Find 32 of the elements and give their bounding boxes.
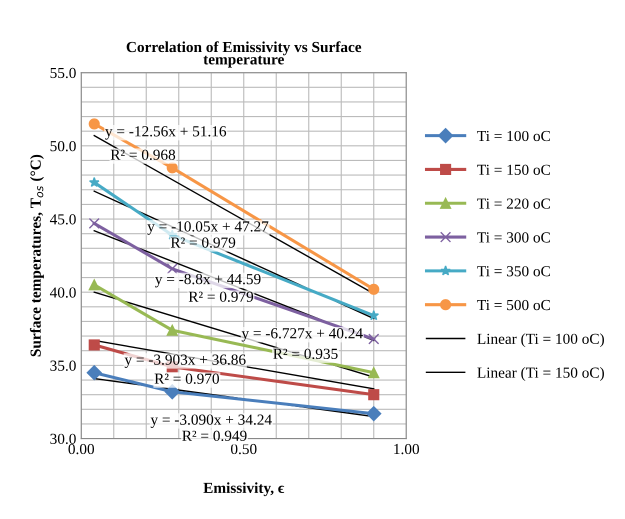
y-tick-label: 40.0 xyxy=(50,287,76,298)
annotation: y = -3.903x + 36.86 xyxy=(124,354,246,368)
x-axis-title: Emissivity, ϵ xyxy=(203,482,284,496)
annotation: R² = 0.968 xyxy=(110,150,176,160)
annotation: y = -10.05x + 47.27 xyxy=(147,221,268,235)
annotation: R² = 0.949 xyxy=(182,430,247,441)
legend-label: Ti = 100 oC xyxy=(477,130,550,142)
legend-label: Ti = 300 oC xyxy=(477,232,550,243)
legend-label: Linear (Ti = 150 oC) xyxy=(477,367,604,381)
y-tick-label: 50.0 xyxy=(50,140,76,152)
x-tick-label: 1.00 xyxy=(394,444,420,454)
x-tick-label: 0.50 xyxy=(230,444,257,454)
y-tick-label: 55.0 xyxy=(50,68,76,78)
annotation: R² = 0.970 xyxy=(154,374,219,384)
annotation: y = -6.727x + 40.24 xyxy=(242,328,363,342)
legend-label: Ti = 150 oC xyxy=(477,164,550,175)
annotation: R² = 0.979 xyxy=(170,237,236,248)
y-tick-label: 35.0 xyxy=(50,360,76,371)
y-tick-label: 45.0 xyxy=(50,214,76,225)
x-tick-label: 0.00 xyxy=(68,444,94,454)
y-tick-label: 30.0 xyxy=(50,434,76,444)
legend-label: Ti = 500 oC xyxy=(477,300,550,310)
annotation: y = -8.8x + 44.59 xyxy=(155,274,261,288)
chart-title: Correlation of Emissivity vs Surface temperature xyxy=(126,41,362,68)
legend-label: Ti = 220 oC xyxy=(477,198,550,209)
annotation: R² = 0.979 xyxy=(188,292,254,302)
annotation: y = -12.56x + 51.16 xyxy=(105,126,226,140)
legend-label: Ti = 350 oC xyxy=(477,266,550,276)
y-axis-title: Surface temperatures, T$_{os}$ (°C) xyxy=(30,154,44,356)
legend-label: Linear (Ti = 100 oC) xyxy=(477,333,604,348)
annotation: R² = 0.935 xyxy=(273,348,338,360)
annotation: y = -3.090x + 34.24 xyxy=(150,414,272,428)
